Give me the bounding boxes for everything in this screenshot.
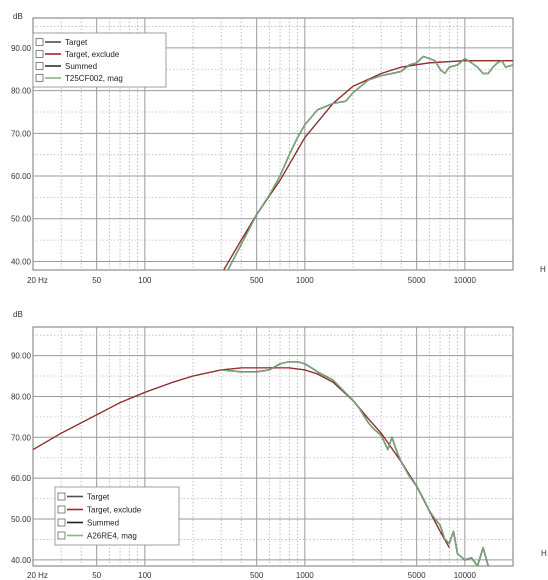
legend: Target Target, exclude Summed A26RE4, mag xyxy=(54,486,180,546)
y-tick-label: 80.00 xyxy=(11,392,32,401)
legend-label: Target, exclude xyxy=(87,506,142,515)
series-line-t25cf002-mag xyxy=(227,55,513,270)
x-tick-label: 10000 xyxy=(454,276,477,285)
legend-label: Target xyxy=(87,493,110,502)
y-unit-label: dB xyxy=(13,12,23,21)
x-tick-label: 20 Hz xyxy=(27,276,48,285)
y-tick-label: 50.00 xyxy=(11,515,32,524)
x-unit-label: H xyxy=(541,549,547,558)
x-tick-label: 5000 xyxy=(408,571,426,580)
legend-checkbox xyxy=(35,50,44,58)
legend-checkbox xyxy=(35,74,44,82)
x-tick-label: 100 xyxy=(138,571,152,580)
x-tick-label: 500 xyxy=(250,571,264,580)
chart-tweeter-response: 40.00 50.00 60.00 70.00 80.00 90.00 20 Hz 50 100… xyxy=(11,12,546,285)
x-tick-label: 100 xyxy=(138,276,152,285)
y-tick-label: 40.00 xyxy=(11,257,32,266)
x-tick-label: 1000 xyxy=(296,571,314,580)
legend-checkbox xyxy=(57,531,66,540)
grid-lines xyxy=(33,327,513,566)
x-tick-label: 5000 xyxy=(408,276,426,285)
x-tick-label: 1000 xyxy=(296,276,314,285)
x-tick-label: 10000 xyxy=(454,571,477,580)
chart-woofer-response: 40.00 50.00 60.00 70.00 80.00 90.00 20 Hz 50 100… xyxy=(11,310,547,580)
legend-label: Target, exclude xyxy=(65,50,120,59)
series-group xyxy=(33,360,489,566)
grid-lines xyxy=(33,18,513,270)
series-group xyxy=(222,55,513,270)
x-unit-label: H xyxy=(540,265,546,274)
y-tick-label: 80.00 xyxy=(11,87,32,96)
legend-label: Summed xyxy=(87,519,119,528)
legend-label: T25CF002, mag xyxy=(65,74,123,83)
y-tick-label: 40.00 xyxy=(11,556,32,565)
legend-label: Target xyxy=(65,38,88,47)
legend-checkbox xyxy=(35,62,44,70)
y-tick-label: 90.00 xyxy=(11,44,32,53)
x-tick-label: 500 xyxy=(250,276,264,285)
x-tick-label: 20 Hz xyxy=(27,571,48,580)
legend-label: Summed xyxy=(65,62,97,71)
y-unit-label: dB xyxy=(13,310,23,319)
legend-checkbox xyxy=(57,518,66,527)
y-tick-label: 50.00 xyxy=(11,215,32,224)
legend-checkbox xyxy=(57,492,66,501)
y-tick-label: 70.00 xyxy=(11,129,32,138)
x-tick-label: 50 xyxy=(92,276,101,285)
x-tick-label: 50 xyxy=(92,571,101,580)
y-tick-label: 60.00 xyxy=(11,474,32,483)
y-tick-label: 60.00 xyxy=(11,172,32,181)
y-tick-label: 70.00 xyxy=(11,433,32,442)
y-tick-label: 90.00 xyxy=(11,352,32,361)
legend-label: A26RE4, mag xyxy=(87,532,137,541)
legend-checkbox xyxy=(57,505,66,514)
series-line-a26re4-mag xyxy=(221,361,489,566)
legend-checkbox xyxy=(35,38,44,46)
legend: Target Target, exclude Summed T25CF002, mag xyxy=(32,32,167,88)
